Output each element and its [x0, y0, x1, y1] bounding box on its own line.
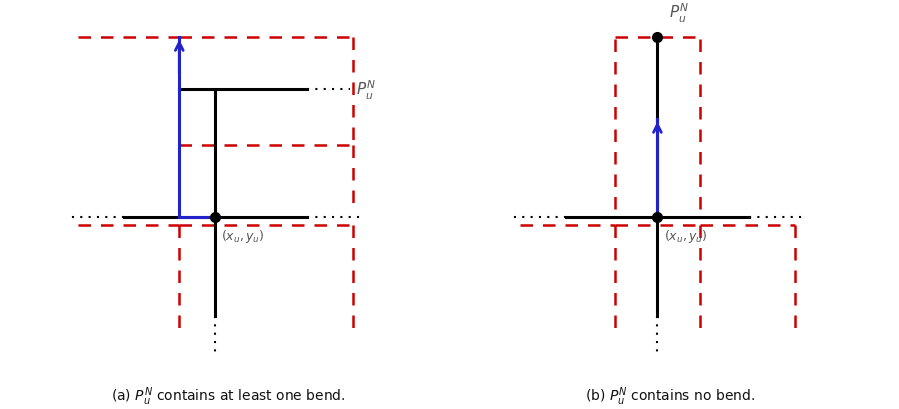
Text: $P_u^N$: $P_u^N$	[356, 79, 377, 101]
Text: $P_u^N$: $P_u^N$	[669, 1, 690, 25]
Text: $(x_u, y_u)$: $(x_u, y_u)$	[220, 227, 264, 244]
Text: (a) $P_u^N$ contains at least one bend.: (a) $P_u^N$ contains at least one bend.	[111, 384, 346, 407]
Text: $(x_u, y_u)$: $(x_u, y_u)$	[664, 227, 708, 244]
Text: (b) $P_u^N$ contains no bend.: (b) $P_u^N$ contains no bend.	[585, 384, 755, 407]
